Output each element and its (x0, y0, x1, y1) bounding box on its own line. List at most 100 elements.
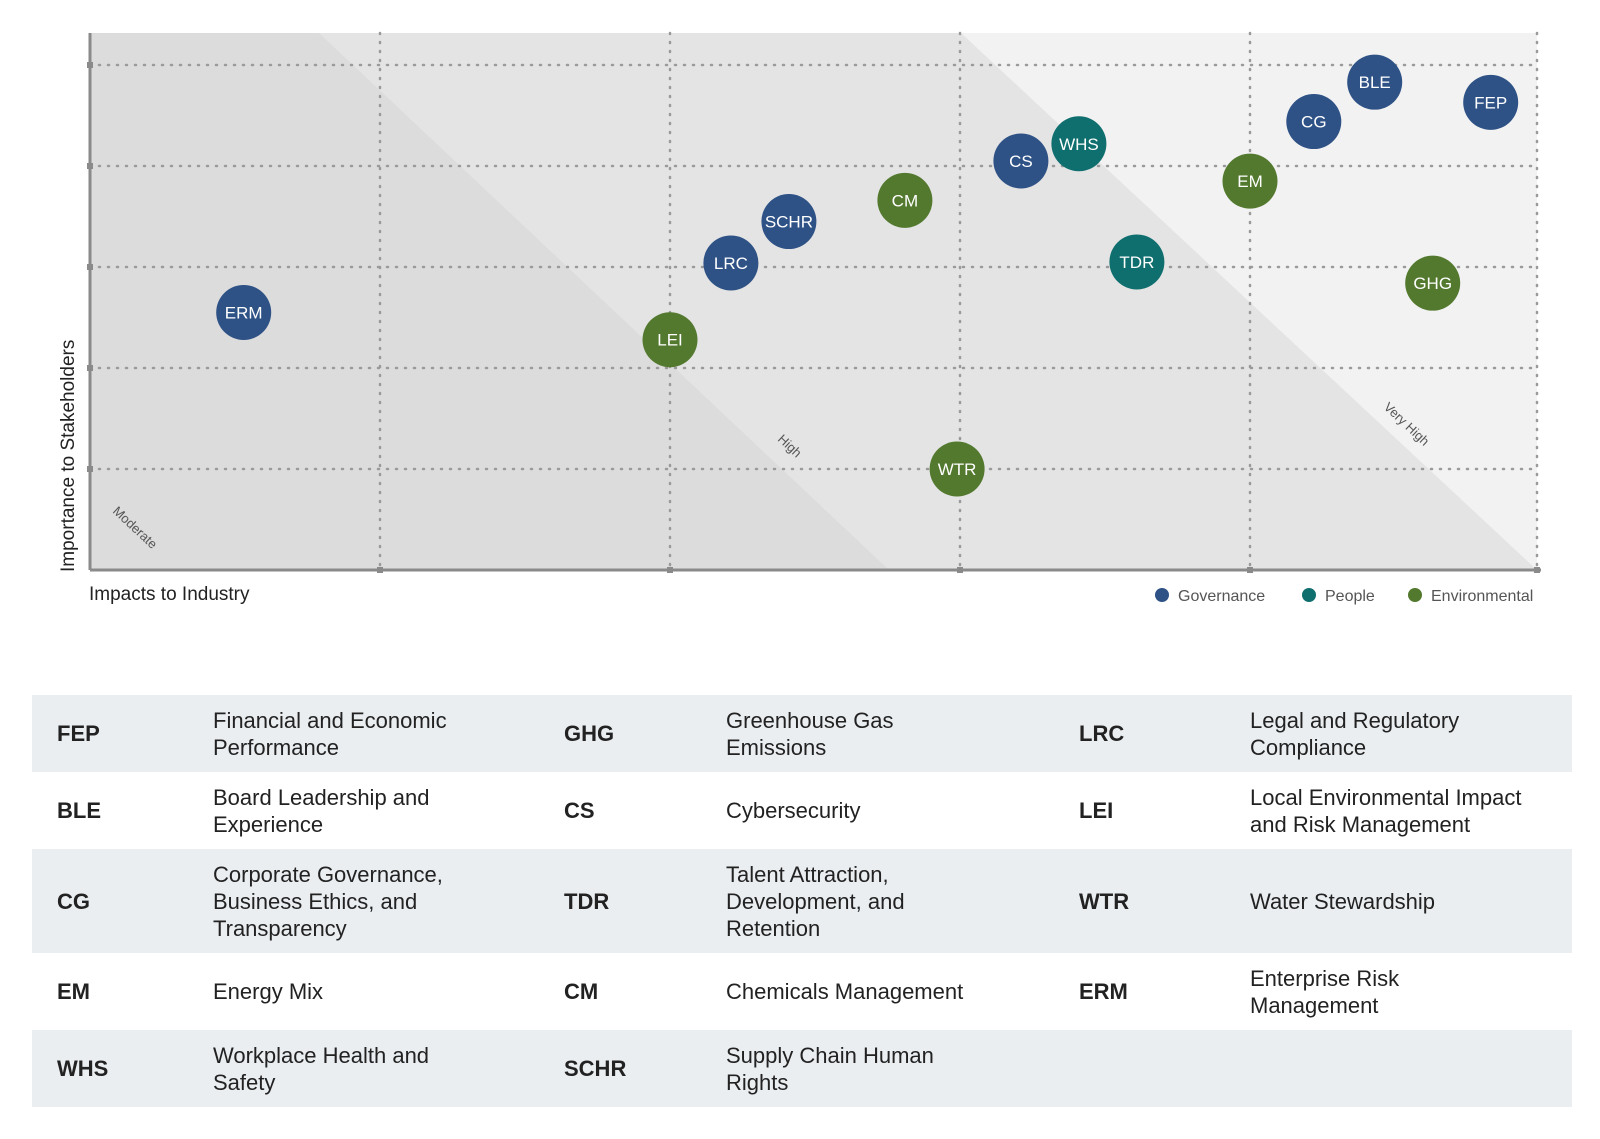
bubble-circle (1405, 255, 1461, 311)
chart-grid (88, 31, 1539, 572)
table-description-cell: Greenhouse Gas Emissions (726, 695, 1054, 772)
bubble-lei: LEI (642, 312, 698, 368)
bubble-ghg: GHG (1405, 255, 1461, 311)
bubble-erm: ERM (216, 284, 272, 340)
table-code-cell: TDR (539, 849, 726, 953)
table-code-cell: BLE (57, 798, 101, 823)
bubble-label: EM (1237, 172, 1263, 191)
bubble-schr: SCHR (761, 194, 817, 250)
bubble-fep: FEP (1463, 74, 1519, 130)
table-code-cell: FEP (32, 695, 213, 772)
table-description-cell: Chemicals Management (726, 979, 964, 1004)
zone-moderate-area (90, 33, 889, 570)
table-description-cell: Local Environmental Impact and Risk Manag… (1250, 784, 1522, 837)
table-row: BLE Board Leadership and Experience CS Cyber… (32, 772, 1572, 849)
bubble-circle (761, 194, 817, 250)
chart-legend: Governance People Environmental (1155, 588, 1533, 605)
bubble-circle (877, 172, 933, 228)
bubble-circle (1109, 234, 1165, 290)
bubble-em: EM (1222, 153, 1278, 209)
table-description-cell: Cybersecurity (726, 798, 861, 823)
bubble-tdr: TDR (1109, 234, 1165, 290)
y-tick (87, 264, 93, 270)
bubble-label: LRC (714, 254, 748, 273)
table-code-cell (1054, 1030, 1250, 1107)
materiality-chart: Moderate High Very High FEPBLECGWHSCSEMC… (58, 31, 1541, 605)
table-description-cell: Legal and Regulatory Compliance (1250, 695, 1572, 772)
chart-points: FEP BLE CG WHS CS EM CM SCHR TDR LRC GHG ERM LEI WTR (216, 54, 1519, 497)
table-description-cell: Talent Attraction, Development, and Retent… (726, 849, 1054, 953)
x-tick (1534, 567, 1540, 573)
table-description-cell: Supply Chain Human Rights (726, 1030, 1054, 1107)
bubble-label: FEP (1474, 93, 1507, 112)
y-axis-title: Importance to Stakeholders (58, 340, 79, 572)
table-description-cell: Board Leadership and Experience (213, 784, 430, 837)
y-tick (87, 365, 93, 371)
y-tick (87, 163, 93, 169)
bubble-circle (1222, 153, 1278, 209)
bubble-lrc: LRC (703, 235, 759, 291)
legend-swatch (1302, 588, 1316, 602)
bubble-ble: BLE (1347, 54, 1403, 110)
bubble-label: WTR (938, 460, 977, 479)
table-row: WHS Workplace Health and Safety SCHR Supply … (32, 1030, 1572, 1107)
legend-item-environmental: Environmental (1408, 588, 1533, 605)
y-tick (87, 62, 93, 68)
bubble-circle (642, 312, 698, 368)
table-code-cell: ERM (1079, 979, 1128, 1004)
table-code-cell: SCHR (539, 1030, 726, 1107)
bubble-circle (1347, 54, 1403, 110)
table-code-cell: CG (32, 849, 213, 953)
legend-item-people: People (1302, 588, 1375, 605)
legend-item-governance: Governance (1155, 588, 1265, 605)
legend-label: Governance (1178, 588, 1265, 605)
bubble-circle (929, 441, 985, 497)
table-code-cell: GHG (539, 695, 726, 772)
x-tick (377, 567, 383, 573)
legend-swatch (1408, 588, 1422, 602)
legend-label: Environmental (1431, 588, 1533, 605)
bubble-circle (993, 133, 1049, 189)
legend-swatch (1155, 588, 1169, 602)
bubble-label: ERM (225, 303, 263, 322)
bubble-label: SCHR (765, 213, 813, 232)
bubble-wtr: WTR (929, 441, 985, 497)
table-code-cell: CS (564, 798, 595, 823)
bubble-label: CS (1009, 152, 1033, 171)
table-description-cell: Financial and Economic Performance (213, 695, 539, 772)
x-tick (957, 567, 963, 573)
table-description-cell: Corporate Governance, Business Ethics, an… (213, 849, 539, 953)
bubble-circle (1463, 74, 1519, 130)
table-description-cell: Energy Mix (213, 979, 324, 1004)
bubble-label: CM (892, 191, 918, 210)
bubble-label: WHS (1059, 135, 1099, 154)
y-tick (87, 466, 93, 472)
bubble-cs: CS (993, 133, 1049, 189)
x-axis-title: Impacts to Industry (89, 584, 250, 605)
bubble-circle (216, 284, 272, 340)
bubble-label: GHG (1413, 274, 1452, 293)
table-code-cell: LEI (1079, 798, 1114, 823)
x-tick (1247, 567, 1253, 573)
bubble-circle (1051, 116, 1107, 172)
table-code-cell: WTR (1054, 849, 1250, 953)
bubble-label: TDR (1119, 253, 1154, 272)
table-row: EM Energy Mix CM Chemicals Management ERM Ent… (32, 953, 1572, 1030)
bubble-whs: WHS (1051, 116, 1107, 172)
abbreviation-table: FEP Financial and Economic Performance GHG G… (32, 695, 1572, 1107)
table-code-cell: EM (57, 979, 90, 1004)
legend-label: People (1325, 588, 1375, 605)
table-code-cell: WHS (32, 1030, 213, 1107)
bubble-cg: CG (1286, 94, 1342, 150)
table-code-cell: LRC (1054, 695, 1250, 772)
chart-ticks (87, 62, 1540, 573)
table-row: CG Corporate Governance, Business Ethics, … (32, 849, 1572, 953)
table-row: FEP Financial and Economic Performance GHG G… (32, 695, 1572, 772)
bubble-label: LEI (657, 331, 683, 350)
table-description-cell: Workplace Health and Safety (213, 1030, 539, 1107)
table-description-cell: Water Stewardship (1250, 849, 1572, 953)
table-code-cell: CM (564, 979, 599, 1004)
bubble-circle (703, 235, 759, 291)
table-description-cell (1250, 1030, 1572, 1107)
bubble-label: CG (1301, 113, 1327, 132)
